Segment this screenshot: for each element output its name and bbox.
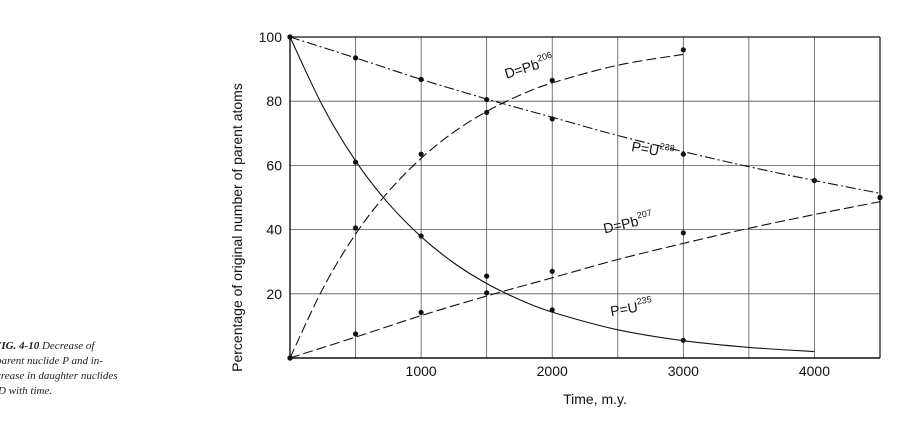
data-point bbox=[352, 55, 359, 61]
data-point bbox=[484, 290, 490, 296]
data-point bbox=[549, 116, 555, 122]
curve-label-d-pb206: D=Pb206 bbox=[502, 50, 556, 82]
data-point bbox=[811, 177, 818, 184]
data-point bbox=[287, 355, 293, 361]
plot-frame bbox=[289, 36, 881, 359]
data-point bbox=[680, 151, 686, 157]
data-point bbox=[287, 34, 293, 40]
caption-line-4: D with time. bbox=[0, 385, 53, 397]
curve-label-p-u238: P=U238 bbox=[630, 136, 675, 161]
data-point bbox=[484, 96, 490, 103]
data-point bbox=[352, 225, 359, 231]
data-point bbox=[352, 159, 359, 165]
data-point bbox=[549, 268, 555, 274]
y-axis-label: Percentage of original number of parent … bbox=[229, 83, 245, 372]
caption-line-1: Decrease of bbox=[41, 340, 95, 352]
data-point bbox=[352, 331, 359, 337]
data-point bbox=[680, 47, 686, 53]
y-tick-label: 60 bbox=[266, 157, 282, 173]
data-point bbox=[418, 151, 424, 157]
data-point bbox=[877, 194, 883, 201]
series-line-d-pb207 bbox=[289, 53, 684, 359]
data-point bbox=[484, 273, 490, 279]
data-point bbox=[549, 77, 555, 83]
y-tick-label: 40 bbox=[266, 222, 282, 238]
caption-line-3: crease in daughter nuclides bbox=[0, 370, 118, 382]
x-axis-label: Time, m.y. bbox=[563, 391, 627, 407]
x-tick-label: 2000 bbox=[537, 363, 568, 379]
data-point bbox=[418, 76, 424, 82]
tick-labels: 1000 2000 3000 4000 20 40 60 80 100 bbox=[259, 29, 831, 379]
data-point bbox=[418, 233, 424, 239]
curve-labels: P=U238 D=Pb206 P=U235 D=Pb207 bbox=[502, 50, 676, 320]
y-tick-label: 100 bbox=[259, 29, 283, 45]
figure-number: FIG. 4-10 bbox=[0, 340, 40, 352]
y-tick-label: 20 bbox=[266, 286, 282, 302]
data-point bbox=[680, 230, 686, 236]
data-point bbox=[680, 337, 686, 343]
x-tick-label: 3000 bbox=[668, 363, 699, 379]
data-point bbox=[418, 309, 424, 316]
series-group bbox=[289, 36, 881, 359]
grid bbox=[290, 37, 880, 358]
caption-line-2: parent nuclide P and in- bbox=[0, 355, 103, 367]
curve-label-d-pb207: D=Pb207 bbox=[601, 207, 654, 236]
points-group bbox=[287, 34, 883, 361]
data-point bbox=[549, 307, 555, 313]
curve-label-p-u235: P=U235 bbox=[609, 294, 654, 319]
x-tick-label: 4000 bbox=[799, 363, 830, 379]
series-line-d-pb206 bbox=[289, 201, 881, 359]
figure-caption: FIG. 4-10 Decrease of parent nuclide P a… bbox=[0, 339, 178, 399]
x-tick-label: 1000 bbox=[406, 363, 437, 379]
data-point bbox=[484, 109, 490, 116]
series-line-p-u238 bbox=[289, 36, 881, 194]
y-tick-label: 80 bbox=[266, 93, 282, 109]
